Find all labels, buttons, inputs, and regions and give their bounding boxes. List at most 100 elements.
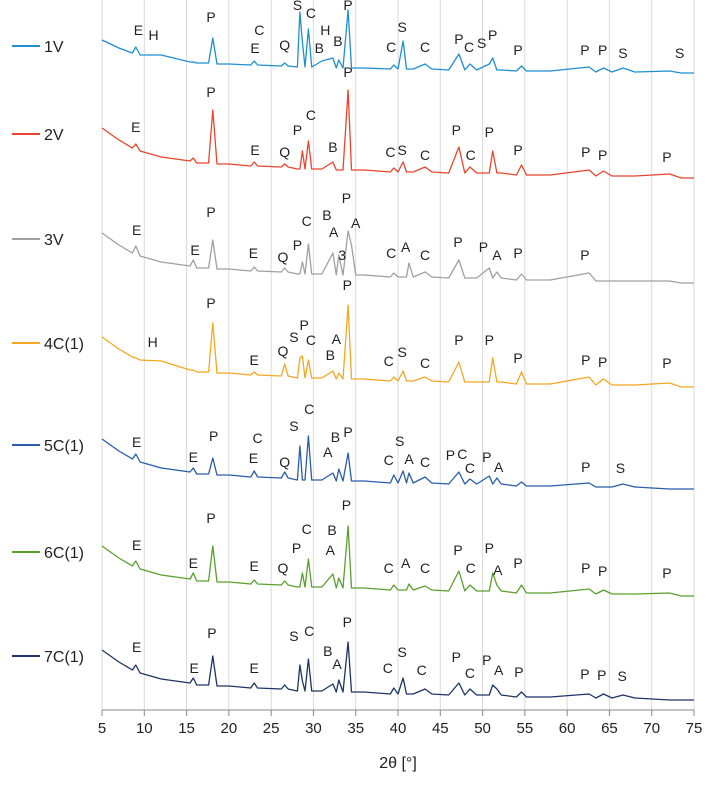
peak-label: P (662, 355, 671, 371)
peak-label: S (618, 45, 627, 61)
peak-label: C (420, 454, 430, 470)
peak-label: C (464, 39, 474, 55)
peak-label: E (249, 450, 258, 466)
peak-label: P (343, 64, 352, 80)
peak-label: P (581, 459, 590, 475)
peak-label: C (420, 147, 430, 163)
x-tick-label: 75 (686, 720, 703, 737)
peak-label: E (132, 537, 141, 553)
peak-label: S (617, 668, 626, 684)
peak-label: P (598, 354, 607, 370)
peak-label: P (662, 149, 671, 165)
peak-label: H (149, 27, 159, 43)
series-line (101, 230, 694, 284)
peak-label: S (616, 460, 625, 476)
legend-label: 1V (44, 39, 64, 56)
peak-label: P (209, 428, 218, 444)
x-tick-label: 25 (263, 720, 280, 737)
peak-label: P (446, 447, 455, 463)
peak-label: C (466, 560, 476, 576)
peak-label: P (485, 332, 494, 348)
peak-label: S (289, 628, 298, 644)
peak-label: C (465, 665, 475, 681)
peak-label: A (401, 555, 411, 571)
peak-label: P (513, 555, 522, 571)
peak-label: P (598, 563, 607, 579)
peak-label: E (250, 352, 259, 368)
peak-label: P (485, 124, 494, 140)
peak-label: P (343, 277, 352, 293)
peak-label: S (675, 45, 684, 61)
peak-label: P (293, 237, 302, 253)
legend-label: 6C(1) (44, 545, 84, 562)
peak-label: S (293, 0, 302, 13)
peak-label: S (477, 35, 486, 51)
peak-label: E (189, 555, 198, 571)
peak-label: E (190, 660, 199, 676)
peak-label: B (327, 522, 336, 538)
x-tick-label: 15 (178, 720, 195, 737)
peak-label: E (250, 142, 259, 158)
peak-label: P (206, 295, 215, 311)
peak-label: C (457, 446, 467, 462)
peak-label: P (581, 352, 590, 368)
peak-label: Q (278, 560, 289, 576)
peak-label: C (384, 353, 394, 369)
peak-label: C (386, 39, 396, 55)
peak-label: C (383, 660, 393, 676)
peak-label: P (580, 666, 589, 682)
peak-label: P (206, 9, 215, 25)
peak-label: E (134, 22, 143, 38)
peak-label: C (386, 245, 396, 261)
legend-label: 2V (44, 127, 64, 144)
peak-label: P (206, 510, 215, 526)
peak-label: C (385, 144, 395, 160)
peak-label: P (513, 42, 522, 58)
peak-label: A (332, 331, 342, 347)
peak-label: 3 (338, 247, 346, 263)
peak-label: C (417, 662, 427, 678)
peak-label: P (452, 122, 461, 138)
peak-label: A (493, 562, 503, 578)
peak-label: P (597, 667, 606, 683)
peak-label: P (581, 144, 590, 160)
peak-label: C (384, 452, 394, 468)
peak-label: S (395, 433, 404, 449)
peak-label: P (598, 42, 607, 58)
peak-label: P (343, 0, 352, 13)
peak-label: P (485, 540, 494, 556)
peak-label: A (351, 215, 361, 231)
peak-label: C (420, 247, 430, 263)
peak-label: H (148, 334, 158, 350)
peak-label: S (398, 19, 407, 35)
peak-label: A (492, 247, 502, 263)
legend-label: 4C(1) (44, 336, 84, 353)
peak-label: C (304, 401, 314, 417)
peak-label: E (132, 222, 141, 238)
peak-label: P (488, 27, 497, 43)
peak-label: P (452, 649, 461, 665)
peak-label: C (384, 560, 394, 576)
peak-label: C (420, 560, 430, 576)
peak-label: Q (279, 144, 290, 160)
peak-label: C (420, 39, 430, 55)
series-line (101, 304, 694, 388)
peak-label: E (132, 639, 141, 655)
peak-label: B (323, 643, 332, 659)
peak-label: P (454, 332, 463, 348)
series-line (101, 89, 694, 179)
peak-label: Q (278, 343, 289, 359)
peak-label: C (466, 147, 476, 163)
x-tick-label: 5 (98, 720, 106, 737)
series-line (101, 9, 694, 74)
peak-label: B (333, 33, 342, 49)
peak-label: P (343, 614, 352, 630)
peak-label: C (304, 623, 314, 639)
peak-label: P (479, 239, 488, 255)
peak-label: B (315, 40, 324, 56)
peak-label: C (302, 213, 312, 229)
legend-label: 3V (44, 232, 64, 249)
x-tick-label: 35 (347, 720, 364, 737)
peak-label: A (332, 656, 342, 672)
